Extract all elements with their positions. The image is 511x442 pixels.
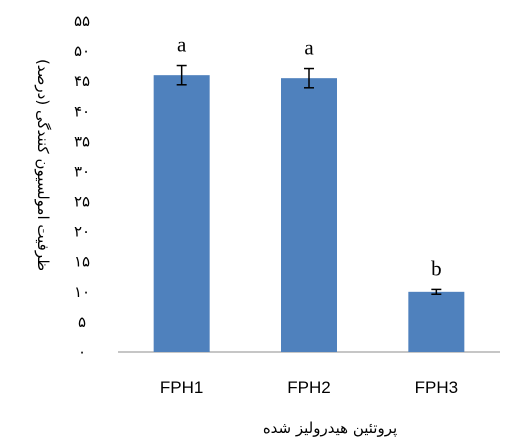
bars [153, 75, 465, 352]
y-tick-label: ۱۵ [74, 253, 90, 271]
x-axis-title: پروتئین هیدرولیز شده [263, 419, 397, 438]
y-axis-ticks: ۰ ۵ ۱۰ ۱۵ ۲۰ ۲۵ ۳۰ ۳۵ ۴۰ ۴۵ ۵۰ ۵۵ [74, 12, 90, 361]
bar [408, 291, 465, 352]
y-tick-label: ۵۰ [74, 42, 90, 60]
category-label: FPH2 [287, 378, 330, 397]
y-tick-label: ۴۰ [74, 102, 90, 120]
category-label: FPH1 [160, 378, 203, 397]
error-bar [176, 64, 187, 86]
y-axis-title: ظرفیت امولسیون کنندگی (درصد) [34, 59, 52, 271]
bar [281, 78, 337, 352]
y-tick-label: ۵ [78, 313, 86, 331]
significance-label: a [304, 36, 314, 60]
error-bars [176, 64, 442, 295]
y-tick-label: ۴۵ [74, 72, 90, 90]
y-tick-label: ۳۵ [74, 132, 90, 150]
y-tick-label: ۰ [78, 343, 86, 361]
y-tick-label: ۲۰ [74, 223, 90, 241]
error-bar [304, 67, 314, 89]
y-tick-label: ۳۰ [74, 162, 90, 180]
significance-label: a [177, 33, 187, 57]
bar [153, 75, 210, 352]
y-tick-label: ۱۰ [74, 283, 90, 301]
error-bar [431, 288, 442, 295]
y-tick-label: ۲۵ [74, 193, 90, 211]
significance-label: b [431, 256, 442, 280]
category-label: FPH3 [415, 378, 458, 397]
y-tick-label: ۵۵ [74, 12, 90, 30]
significance-labels: a a b [177, 33, 442, 281]
category-labels: FPH1 FPH2 FPH3 [160, 378, 458, 397]
